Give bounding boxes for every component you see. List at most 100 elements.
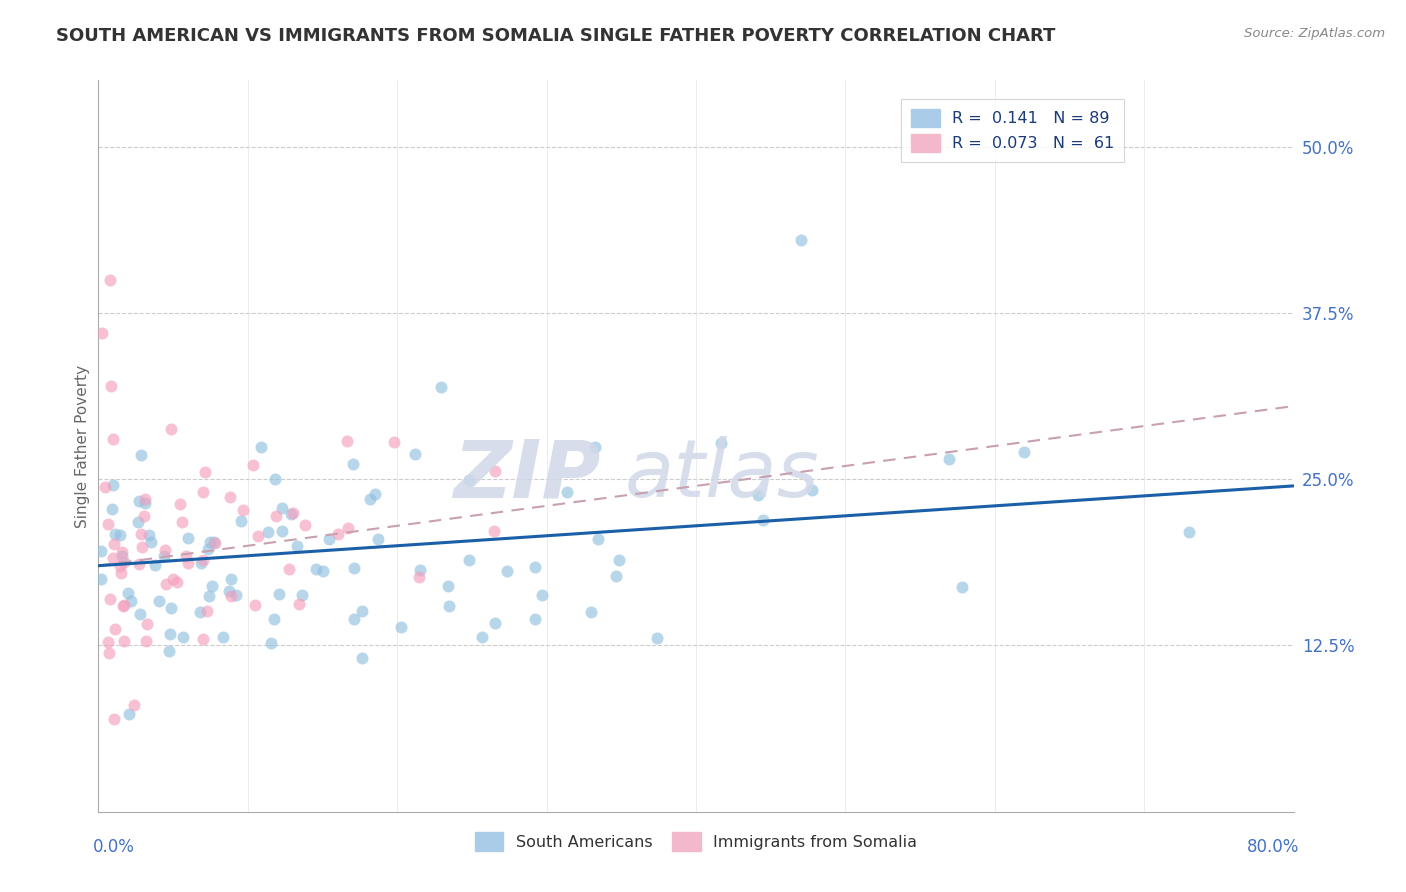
Point (555, 485, 578, 500)
Point (318, 532, 340, 546)
Point (270, 524, 292, 538)
Point (280, 507, 302, 521)
Point (129, 448, 152, 462)
Point (202, 535, 225, 549)
Point (139, 534, 162, 549)
Point (277, 561, 299, 575)
Point (108, 527, 131, 541)
Point (264, 472, 287, 486)
Point (197, 541, 219, 556)
Text: Source: ZipAtlas.com: Source: ZipAtlas.com (1244, 27, 1385, 40)
Point (148, 594, 170, 608)
Point (111, 599, 134, 613)
Point (343, 612, 366, 626)
Point (263, 612, 285, 626)
Point (103, 526, 125, 541)
Point (204, 536, 226, 550)
Point (457, 552, 479, 566)
Point (90, 544, 112, 558)
Point (523, 612, 546, 626)
Point (267, 587, 290, 601)
Point (212, 630, 235, 644)
Point (98, 273, 121, 287)
Point (103, 536, 125, 550)
Point (98, 646, 121, 660)
Point (129, 607, 152, 621)
Point (242, 458, 264, 473)
Point (484, 464, 506, 478)
Point (122, 698, 145, 713)
Point (143, 558, 166, 572)
Point (177, 556, 200, 570)
Point (471, 630, 494, 644)
Point (382, 435, 405, 450)
Point (112, 555, 135, 569)
Point (201, 579, 224, 593)
Point (350, 604, 373, 618)
Point (190, 557, 212, 571)
Point (409, 563, 432, 577)
Point (138, 528, 160, 542)
Point (153, 543, 176, 558)
Point (260, 635, 283, 649)
Point (247, 529, 270, 543)
Point (484, 616, 506, 631)
Point (97, 516, 120, 531)
Point (100, 379, 122, 393)
Point (132, 509, 155, 524)
Point (257, 525, 280, 540)
Y-axis label: Single Father Poverty: Single Father Poverty (75, 365, 90, 527)
Point (647, 632, 669, 646)
Point (160, 600, 183, 615)
Point (172, 630, 194, 644)
Point (789, 233, 811, 247)
Point (191, 552, 214, 566)
Point (172, 516, 194, 530)
Point (197, 589, 219, 603)
Point (131, 540, 153, 554)
Point (294, 518, 316, 533)
Point (752, 513, 775, 527)
Point (155, 576, 177, 591)
Point (191, 632, 214, 646)
Point (458, 473, 481, 487)
Point (117, 586, 139, 600)
Point (193, 485, 215, 500)
Point (350, 651, 373, 665)
Point (110, 566, 132, 581)
Point (359, 491, 381, 506)
Text: ZIP: ZIP (453, 436, 600, 515)
Point (496, 564, 519, 578)
Point (336, 434, 359, 448)
Point (404, 447, 426, 461)
Point (482, 524, 505, 539)
Point (135, 634, 157, 648)
Point (111, 549, 134, 563)
Point (103, 478, 125, 492)
Point (304, 561, 326, 575)
Point (94, 480, 117, 494)
Point (190, 605, 212, 619)
Point (103, 712, 125, 726)
Point (938, 451, 960, 466)
Point (90, 572, 112, 586)
Point (153, 549, 176, 563)
Point (135, 617, 157, 632)
Point (408, 570, 430, 584)
Point (128, 558, 150, 572)
Point (1178, 525, 1201, 540)
Point (98, 592, 121, 607)
Point (288, 597, 311, 611)
Point (128, 493, 150, 508)
Point (583, 440, 606, 454)
Point (160, 422, 183, 436)
Point (1012, 445, 1035, 459)
Point (800, 483, 823, 498)
Point (271, 501, 294, 516)
Text: SOUTH AMERICAN VS IMMIGRANTS FROM SOMALIA SINGLE FATHER POVERTY CORRELATION CHAR: SOUTH AMERICAN VS IMMIGRANTS FROM SOMALI… (56, 27, 1056, 45)
Point (169, 497, 191, 511)
Point (430, 380, 453, 394)
Point (342, 457, 364, 471)
Legend: South Americans, Immigrants from Somalia: South Americans, Immigrants from Somalia (467, 824, 925, 859)
Point (531, 588, 554, 602)
